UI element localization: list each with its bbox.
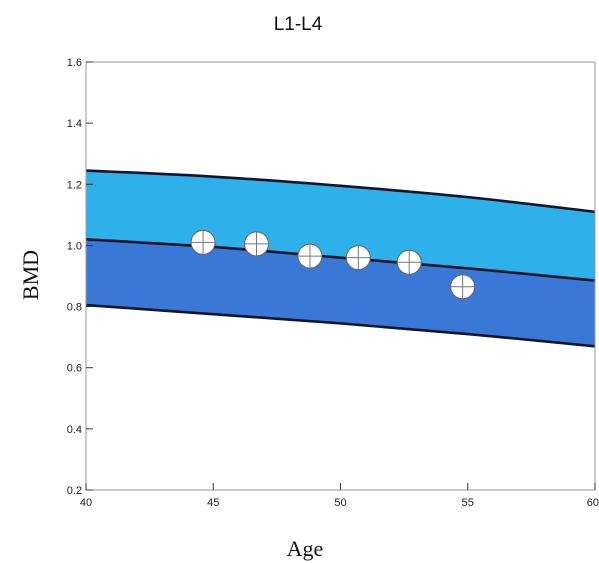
band-boundary-line-1: [85, 169, 596, 214]
y-tick-label: 0.4: [67, 424, 82, 436]
y-axis-label: BMD: [18, 250, 43, 300]
x-tick-label: 50: [334, 497, 346, 509]
y-tick-label: 1.0: [67, 240, 82, 252]
y-tick-label: 0.8: [67, 302, 82, 314]
y-tick-label: 1.6: [67, 57, 82, 69]
x-tick-label: 60: [587, 497, 599, 509]
band-2: [86, 239, 595, 347]
band-boundary-line-3: [85, 303, 596, 348]
band-boundary-line-2: [85, 238, 596, 282]
x-tick-label: 55: [462, 497, 474, 509]
plot-area: 0.2 0.4 0.6 0.8 1.0 1.2 1.4 1.6 40 45 50 55 60: [67, 57, 599, 509]
chart-title: L1-L4: [274, 14, 323, 35]
x-tick-label: 40: [80, 497, 92, 509]
x-tick-label: 45: [207, 497, 219, 509]
x-axis-label: Age: [287, 536, 324, 561]
y-tick-label: 1.4: [67, 118, 82, 130]
y-tick-label: 0.6: [67, 363, 82, 375]
y-tick-label: 1.2: [67, 179, 82, 191]
y-tick-label: 0.2: [67, 485, 82, 497]
